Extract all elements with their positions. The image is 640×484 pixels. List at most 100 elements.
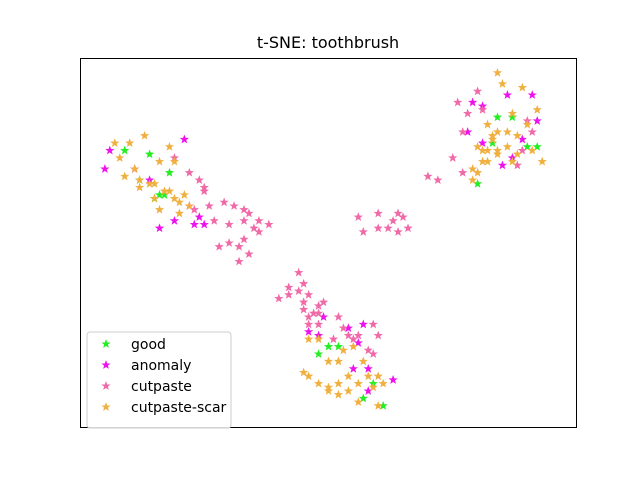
point-cutpaste-68 — [343, 330, 353, 340]
point-anomaly-18 — [497, 160, 508, 170]
point-cutpaste-14 — [234, 256, 244, 266]
point-cutpaste-scar-62 — [343, 386, 353, 395]
point-cutpaste-13 — [214, 241, 224, 251]
point-cutpaste-scar-29 — [502, 127, 513, 136]
point-cutpaste-scar-69 — [323, 386, 334, 395]
point-cutpaste-3 — [199, 186, 209, 196]
point-cutpaste-scar-54 — [348, 341, 358, 351]
point-cutpaste-scar-12 — [135, 182, 145, 192]
point-cutpaste-48 — [299, 278, 309, 288]
point-cutpaste-34 — [423, 171, 433, 181]
point-good-0 — [120, 145, 130, 155]
legend-label-anomaly: anomaly — [131, 358, 191, 374]
point-cutpaste-scar-7 — [154, 156, 165, 166]
point-cutpaste-44 — [517, 145, 527, 155]
point-good-15 — [333, 341, 344, 351]
point-cutpaste-scar-28 — [512, 130, 522, 140]
point-cutpaste-30 — [393, 227, 403, 236]
point-cutpaste-scar-33 — [472, 141, 483, 151]
point-cutpaste-scar-16 — [184, 201, 194, 210]
point-cutpaste-scar-41 — [492, 149, 503, 159]
point-cutpaste-4 — [219, 197, 229, 207]
point-cutpaste-scar-58 — [368, 382, 378, 392]
point-cutpaste-scar-65 — [313, 378, 324, 388]
data-points-layer — [100, 67, 547, 410]
point-cutpaste-38 — [463, 108, 473, 118]
legend-marker-anomaly — [101, 360, 111, 369]
point-cutpaste-scar-37 — [512, 149, 522, 159]
point-anomaly-9 — [154, 223, 165, 233]
point-cutpaste-71 — [313, 319, 324, 329]
point-cutpaste-scar-44 — [468, 175, 478, 185]
point-cutpaste-5 — [229, 201, 239, 210]
point-cutpaste-41 — [472, 86, 483, 96]
point-cutpaste-31 — [373, 223, 383, 233]
point-cutpaste-scar-46 — [477, 156, 488, 166]
point-cutpaste-scar-11 — [125, 138, 135, 148]
point-cutpaste-scar-56 — [353, 378, 363, 388]
point-cutpaste-49 — [284, 289, 294, 299]
point-cutpaste-scar-22 — [492, 67, 503, 77]
point-cutpaste-scar-60 — [373, 400, 383, 410]
point-anomaly-27 — [363, 363, 373, 373]
point-cutpaste-scar-71 — [373, 371, 383, 381]
point-cutpaste-47 — [294, 267, 304, 277]
point-cutpaste-15 — [244, 249, 254, 259]
point-good-11 — [532, 141, 542, 151]
point-anomaly-10 — [169, 215, 180, 225]
point-cutpaste-12 — [224, 238, 234, 247]
point-anomaly-25 — [304, 326, 314, 336]
point-cutpaste-52 — [274, 293, 284, 303]
legend: good anomaly cutpaste cutpaste-scar — [86, 331, 232, 429]
point-cutpaste-28 — [383, 223, 393, 233]
point-cutpaste-46 — [458, 167, 468, 177]
point-cutpaste-32 — [358, 227, 368, 236]
point-cutpaste-66 — [373, 330, 383, 340]
point-cutpaste-scar-3 — [130, 164, 140, 173]
point-cutpaste-10 — [239, 234, 249, 244]
point-cutpaste-50 — [299, 297, 309, 307]
point-good-17 — [358, 393, 368, 403]
point-cutpaste-11 — [234, 241, 244, 251]
point-cutpaste-1 — [184, 167, 194, 177]
point-cutpaste-24 — [393, 208, 403, 218]
point-cutpaste-scar-26 — [507, 108, 518, 118]
point-good-6 — [164, 167, 175, 177]
point-cutpaste-scar-53 — [338, 345, 349, 355]
point-cutpaste-7 — [224, 219, 234, 229]
point-cutpaste-scar-68 — [358, 356, 368, 366]
point-cutpaste-scar-17 — [164, 186, 175, 196]
point-anomaly-8 — [189, 219, 199, 229]
point-cutpaste-scar-49 — [304, 334, 314, 344]
point-cutpaste-scar-25 — [532, 104, 542, 114]
point-cutpaste-scar-9 — [169, 156, 180, 166]
point-anomaly-11 — [468, 97, 478, 107]
point-cutpaste-scar-45 — [468, 164, 478, 173]
point-cutpaste-20 — [254, 227, 264, 236]
legend-marker-cutpaste — [101, 381, 111, 390]
point-cutpaste-51 — [304, 289, 314, 299]
point-cutpaste-17 — [254, 215, 264, 225]
point-cutpaste-72 — [304, 319, 314, 329]
point-good-13 — [323, 341, 334, 351]
point-cutpaste-scar-0 — [110, 138, 120, 148]
point-anomaly-0 — [105, 145, 115, 155]
point-cutpaste-scar-4 — [135, 175, 145, 185]
point-anomaly-7 — [199, 219, 209, 229]
point-cutpaste-23 — [199, 182, 209, 192]
point-cutpaste-scar-70 — [333, 389, 344, 399]
legend-marker-cutpaste-scar — [101, 402, 111, 411]
point-cutpaste-65 — [363, 345, 373, 355]
point-cutpaste-scar-40 — [507, 156, 518, 166]
point-cutpaste-60 — [318, 297, 329, 307]
point-cutpaste-scar-67 — [299, 367, 309, 377]
point-cutpaste-29 — [403, 223, 413, 233]
point-good-10 — [522, 141, 532, 151]
point-anomaly-26 — [348, 363, 358, 373]
point-cutpaste-scar-14 — [169, 193, 180, 203]
point-cutpaste-scar-2 — [120, 171, 130, 181]
point-cutpaste-21 — [204, 201, 214, 210]
point-cutpaste-64 — [328, 334, 339, 344]
point-cutpaste-scar-30 — [492, 127, 503, 136]
point-cutpaste-scar-6 — [149, 178, 160, 188]
